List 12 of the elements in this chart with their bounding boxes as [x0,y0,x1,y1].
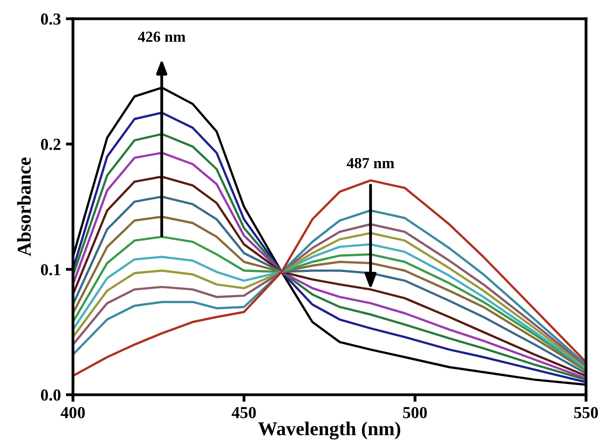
y-axis-title: Absorbance [17,158,31,256]
y-tick-label: 0.3 [40,13,61,25]
y-tick-label: 0.0 [40,389,61,401]
x-axis-title: Wavelength (nm) [258,422,400,440]
x-tick-label: 450 [232,406,256,418]
y-tick-label: 0.1 [40,264,60,276]
x-tick-label: 550 [574,406,598,418]
y-tick-label: 0.2 [40,138,60,150]
annotation: 487 nm [346,158,394,168]
x-tick-label: 500 [403,406,427,418]
annotation: 426 nm [138,32,186,42]
x-tick-label: 400 [60,406,85,418]
